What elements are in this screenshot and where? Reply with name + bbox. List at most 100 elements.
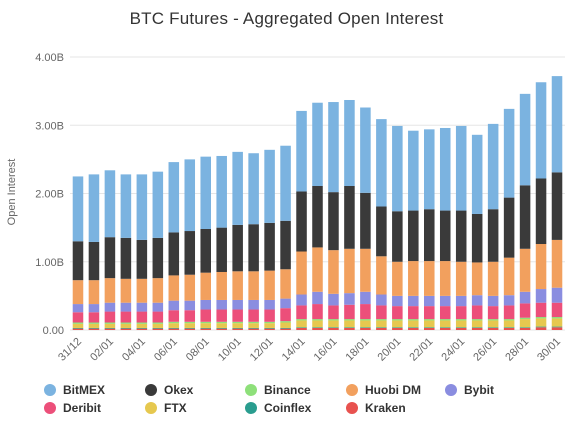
bar-segment-binance[interactable] bbox=[120, 322, 132, 324]
bar-segment-deribit[interactable] bbox=[168, 310, 180, 322]
bar-segment-deribit[interactable] bbox=[152, 311, 164, 323]
bar-segment-coinflex[interactable] bbox=[280, 327, 291, 329]
bar-segment-binance[interactable] bbox=[455, 319, 467, 321]
bar-stack[interactable] bbox=[376, 119, 387, 330]
bar-segment-ftx[interactable] bbox=[120, 323, 132, 328]
bar-segment-binance[interactable] bbox=[72, 322, 84, 324]
bar-segment-coinflex[interactable] bbox=[519, 327, 531, 328]
bar-segment-deribit[interactable] bbox=[551, 302, 563, 318]
bar-stack[interactable] bbox=[216, 155, 227, 330]
bar-segment-deribit[interactable] bbox=[120, 311, 132, 323]
bar-segment-okex[interactable] bbox=[503, 197, 515, 258]
bar-segment-bitmex[interactable] bbox=[312, 102, 323, 186]
bar-segment-coinflex[interactable] bbox=[232, 327, 243, 329]
bar-segment-binance[interactable] bbox=[312, 319, 323, 321]
bar-segment-okex[interactable] bbox=[408, 210, 419, 262]
bar-segment-deribit[interactable] bbox=[519, 303, 531, 318]
bar-segment-ftx[interactable] bbox=[424, 320, 435, 328]
bar-segment-deribit[interactable] bbox=[455, 306, 467, 320]
bar-segment-huobi-dm[interactable] bbox=[376, 256, 387, 295]
bar-segment-binance[interactable] bbox=[264, 321, 275, 324]
bar-segment-binance[interactable] bbox=[376, 319, 387, 321]
bar-segment-deribit[interactable] bbox=[487, 306, 499, 320]
bar-segment-huobi-dm[interactable] bbox=[392, 261, 403, 296]
bar-segment-bybit[interactable] bbox=[200, 299, 211, 310]
bar-segment-ftx[interactable] bbox=[408, 320, 419, 328]
bar-segment-kraken[interactable] bbox=[248, 328, 259, 330]
bar-segment-kraken[interactable] bbox=[152, 328, 164, 330]
bar-segment-kraken[interactable] bbox=[216, 328, 227, 330]
bar-segment-kraken[interactable] bbox=[487, 327, 499, 330]
bar-segment-deribit[interactable] bbox=[439, 306, 451, 320]
bar-segment-coinflex[interactable] bbox=[328, 327, 339, 328]
bar-segment-okex[interactable] bbox=[120, 237, 132, 279]
bar-stack[interactable] bbox=[535, 82, 547, 330]
bar-segment-bybit[interactable] bbox=[503, 295, 515, 306]
bar-segment-bitmex[interactable] bbox=[392, 125, 403, 212]
bar-segment-deribit[interactable] bbox=[296, 305, 307, 320]
bar-stack[interactable] bbox=[248, 153, 259, 330]
bar-segment-okex[interactable] bbox=[519, 185, 531, 249]
bar-segment-bitmex[interactable] bbox=[344, 99, 355, 186]
bar-segment-ftx[interactable] bbox=[535, 318, 547, 327]
bar-segment-okex[interactable] bbox=[471, 213, 483, 263]
bar-segment-bitmex[interactable] bbox=[216, 155, 227, 228]
bar-segment-kraken[interactable] bbox=[136, 328, 148, 330]
bar-segment-okex[interactable] bbox=[136, 239, 148, 279]
bar-segment-kraken[interactable] bbox=[392, 327, 403, 330]
bar-segment-ftx[interactable] bbox=[88, 323, 100, 328]
bar-segment-bybit[interactable] bbox=[216, 299, 227, 310]
bar-segment-bybit[interactable] bbox=[535, 289, 547, 303]
bar-segment-ftx[interactable] bbox=[136, 323, 148, 328]
bar-segment-bitmex[interactable] bbox=[120, 174, 132, 238]
bar-segment-bybit[interactable] bbox=[328, 293, 339, 306]
bar-segment-ftx[interactable] bbox=[216, 323, 227, 328]
bar-segment-kraken[interactable] bbox=[471, 327, 483, 330]
bar-segment-deribit[interactable] bbox=[535, 302, 547, 318]
bar-segment-deribit[interactable] bbox=[424, 306, 435, 320]
legend-item-okex[interactable]: Okex bbox=[145, 383, 193, 397]
bar-stack[interactable] bbox=[88, 174, 100, 330]
bar-segment-bitmex[interactable] bbox=[535, 82, 547, 179]
bar-segment-ftx[interactable] bbox=[72, 323, 84, 328]
bar-stack[interactable] bbox=[408, 130, 419, 330]
bar-segment-coinflex[interactable] bbox=[487, 327, 499, 328]
bar-segment-huobi-dm[interactable] bbox=[312, 247, 323, 292]
bar-segment-bitmex[interactable] bbox=[376, 119, 387, 207]
legend-item-bybit[interactable]: Bybit bbox=[445, 383, 494, 397]
bar-segment-deribit[interactable] bbox=[104, 311, 116, 323]
bar-segment-okex[interactable] bbox=[152, 237, 164, 279]
bar-stack[interactable] bbox=[551, 76, 563, 330]
bar-segment-bybit[interactable] bbox=[344, 293, 355, 305]
bar-segment-bitmex[interactable] bbox=[360, 107, 371, 193]
bar-segment-huobi-dm[interactable] bbox=[232, 271, 243, 300]
bar-segment-huobi-dm[interactable] bbox=[360, 248, 371, 292]
bar-segment-deribit[interactable] bbox=[503, 305, 515, 320]
bar-segment-okex[interactable] bbox=[312, 185, 323, 248]
bar-segment-bybit[interactable] bbox=[455, 295, 467, 307]
bar-stack[interactable] bbox=[280, 145, 291, 330]
bar-segment-ftx[interactable] bbox=[264, 323, 275, 328]
bar-segment-binance[interactable] bbox=[200, 321, 211, 324]
bar-segment-binance[interactable] bbox=[424, 319, 435, 321]
bar-segment-huobi-dm[interactable] bbox=[424, 261, 435, 296]
bar-segment-deribit[interactable] bbox=[216, 309, 227, 322]
bar-segment-ftx[interactable] bbox=[471, 320, 483, 328]
legend-item-deribit[interactable]: Deribit bbox=[44, 401, 101, 415]
bar-segment-bitmex[interactable] bbox=[200, 156, 211, 229]
bar-segment-deribit[interactable] bbox=[200, 309, 211, 322]
bar-segment-ftx[interactable] bbox=[200, 323, 211, 328]
bar-segment-coinflex[interactable] bbox=[248, 327, 259, 329]
bar-segment-bitmex[interactable] bbox=[152, 171, 164, 238]
bar-segment-deribit[interactable] bbox=[360, 304, 371, 320]
bar-segment-coinflex[interactable] bbox=[72, 327, 84, 329]
bar-segment-bitmex[interactable] bbox=[551, 76, 563, 173]
bar-segment-okex[interactable] bbox=[104, 237, 116, 279]
bar-stack[interactable] bbox=[455, 125, 467, 330]
bar-segment-binance[interactable] bbox=[360, 319, 371, 321]
bar-segment-coinflex[interactable] bbox=[439, 327, 451, 328]
bar-segment-bybit[interactable] bbox=[168, 300, 180, 311]
bar-segment-okex[interactable] bbox=[535, 178, 547, 245]
bar-segment-ftx[interactable] bbox=[152, 323, 164, 328]
bar-segment-coinflex[interactable] bbox=[120, 327, 132, 329]
